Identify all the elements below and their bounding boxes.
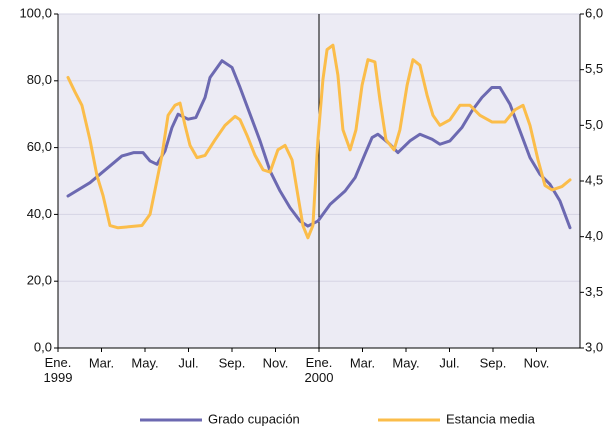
y2-tick-label: 4,5 <box>585 172 603 187</box>
x-tick-label: May. <box>131 355 158 370</box>
x-tick-label: Sep. <box>219 355 246 370</box>
y-tick-label: 80,0 <box>27 72 52 87</box>
legend-label: Estancia media <box>446 411 536 426</box>
y-tick-label: 20,0 <box>27 273 52 288</box>
legend-label: Grado cupación <box>208 411 300 426</box>
y2-tick-label: 3,5 <box>585 284 603 299</box>
x-tick-label: Mar. <box>350 355 375 370</box>
x-tick-label: Mar. <box>89 355 114 370</box>
x-tick-label: May. <box>392 355 419 370</box>
y2-tick-label: 3,0 <box>585 339 603 354</box>
x-tick-label: Ene. 1999 <box>44 355 73 385</box>
y2-tick-label: 4,0 <box>585 228 603 243</box>
y2-tick-label: 5,0 <box>585 117 603 132</box>
x-tick-label: Sep. <box>480 355 507 370</box>
y2-tick-label: 6,0 <box>585 5 603 20</box>
x-tick-label: Jul. <box>178 355 198 370</box>
x-tick-label: Nov. <box>263 355 289 370</box>
y-tick-label: 100,0 <box>19 5 52 20</box>
y-tick-label: 40,0 <box>27 206 52 221</box>
x-tick-label: Ene. 2000 <box>305 355 334 385</box>
series-line <box>66 43 572 240</box>
y-tick-label: 60,0 <box>27 139 52 154</box>
x-tick-label: Jul. <box>439 355 459 370</box>
y2-tick-label: 5,5 <box>585 61 603 76</box>
x-tick-label: Nov. <box>524 355 550 370</box>
y-tick-label: 0,0 <box>34 339 52 354</box>
